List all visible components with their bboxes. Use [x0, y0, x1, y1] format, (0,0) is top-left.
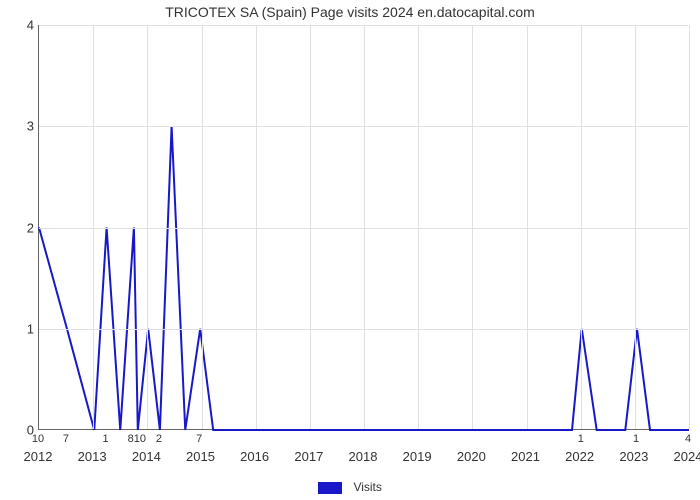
x-tick-label: 2022 — [565, 449, 594, 464]
x-tick-label: 2012 — [24, 449, 53, 464]
gridline-v — [418, 25, 419, 429]
x-tick-label: 2023 — [619, 449, 648, 464]
x-tick-label: 2017 — [294, 449, 323, 464]
legend-label: Visits — [353, 480, 381, 494]
gridline-v — [472, 25, 473, 429]
x-tick-label: 2015 — [186, 449, 215, 464]
chart-container: TRICOTEX SA (Spain) Page visits 2024 en.… — [0, 0, 700, 500]
point-label: 810 — [128, 433, 146, 445]
gridline-v — [364, 25, 365, 429]
point-label: 1 — [633, 433, 639, 445]
x-tick-label: 2014 — [132, 449, 161, 464]
x-tick-label: 2020 — [457, 449, 486, 464]
x-tick-label: 2013 — [78, 449, 107, 464]
gridline-v — [202, 25, 203, 429]
point-label: 2 — [156, 433, 162, 445]
gridline-v — [310, 25, 311, 429]
x-tick-label: 2019 — [403, 449, 432, 464]
y-tick-label: 4 — [27, 18, 34, 33]
point-label: 1 — [103, 433, 109, 445]
gridline-v — [527, 25, 528, 429]
point-label: 10 — [32, 433, 44, 445]
point-label: 7 — [63, 433, 69, 445]
x-tick-label: 2021 — [511, 449, 540, 464]
legend-swatch — [318, 482, 342, 494]
y-tick-label: 2 — [27, 220, 34, 235]
x-tick-label: 2024 — [674, 449, 700, 464]
legend: Visits — [0, 480, 700, 494]
y-tick-label: 3 — [27, 119, 34, 134]
gridline-v — [93, 25, 94, 429]
plot-area — [38, 25, 688, 430]
point-label: 4 — [685, 433, 691, 445]
x-tick-label: 2018 — [349, 449, 378, 464]
chart-title: TRICOTEX SA (Spain) Page visits 2024 en.… — [0, 4, 700, 20]
gridline-v — [256, 25, 257, 429]
gridline-v — [147, 25, 148, 429]
y-tick-label: 1 — [27, 321, 34, 336]
point-label: 7 — [196, 433, 202, 445]
x-tick-label: 2016 — [240, 449, 269, 464]
gridline-v — [689, 25, 690, 429]
gridline-v — [635, 25, 636, 429]
point-label: 1 — [578, 433, 584, 445]
gridline-v — [581, 25, 582, 429]
